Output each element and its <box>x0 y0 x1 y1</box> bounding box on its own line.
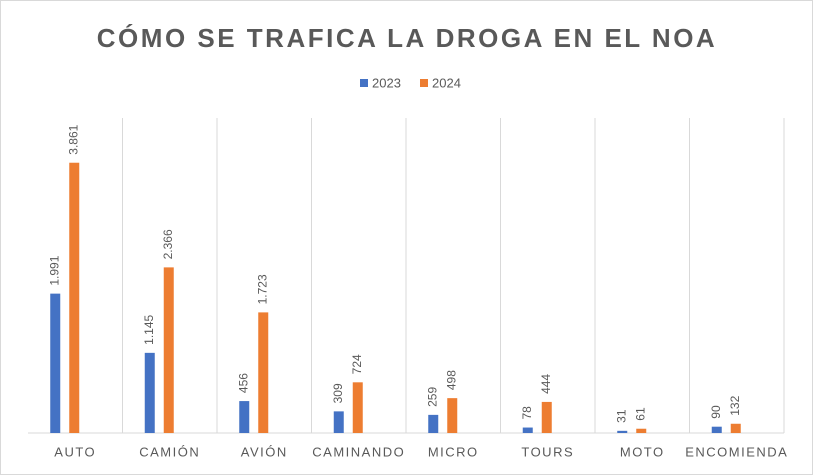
bar <box>711 426 722 433</box>
bar <box>730 423 741 433</box>
chart-title: CÓMO SE TRAFICA LA DROGA EN EL NOA <box>97 23 717 53</box>
x-tick-label: ENCOMIENDA <box>685 444 788 459</box>
value-label: 724 <box>350 354 364 374</box>
x-tick-label: CAMIÓN <box>139 444 200 459</box>
bar <box>428 414 439 433</box>
legend-label: 2024 <box>432 75 461 90</box>
x-tick-label: MICRO <box>428 444 479 459</box>
value-label: 444 <box>539 374 553 394</box>
bar <box>447 398 458 433</box>
legend-swatch <box>420 79 428 87</box>
bar <box>69 162 80 434</box>
x-tick-label: AVIÓN <box>241 444 288 459</box>
value-label: 3.861 <box>66 124 80 154</box>
bar <box>636 428 647 433</box>
bar <box>163 267 174 433</box>
value-label: 132 <box>728 395 742 415</box>
value-label: 259 <box>425 387 439 407</box>
bar <box>258 312 269 433</box>
x-tick-label: MOTO <box>620 444 665 459</box>
bar <box>333 411 344 433</box>
bar <box>352 382 363 433</box>
value-label: 31 <box>614 409 628 423</box>
value-label: 456 <box>236 373 250 393</box>
value-label: 61 <box>633 407 647 421</box>
value-label: 90 <box>709 405 723 419</box>
bar <box>617 430 628 433</box>
legend-label: 2023 <box>372 75 401 90</box>
value-label: 1.145 <box>142 314 156 344</box>
x-tick-label: AUTO <box>54 444 96 459</box>
bar <box>541 401 552 433</box>
value-label: 1.991 <box>47 255 61 285</box>
bar <box>144 352 155 433</box>
x-tick-label: TOURS <box>521 444 574 459</box>
value-label: 1.723 <box>255 274 269 304</box>
value-label: 2.366 <box>161 229 175 259</box>
bar <box>522 427 533 433</box>
legend-swatch <box>360 79 368 87</box>
value-label: 309 <box>331 383 345 403</box>
value-label: 78 <box>520 406 534 420</box>
value-label: 498 <box>444 370 458 390</box>
bar <box>239 401 250 433</box>
bar <box>50 293 61 433</box>
x-tick-label: CAMINANDO <box>312 444 405 459</box>
